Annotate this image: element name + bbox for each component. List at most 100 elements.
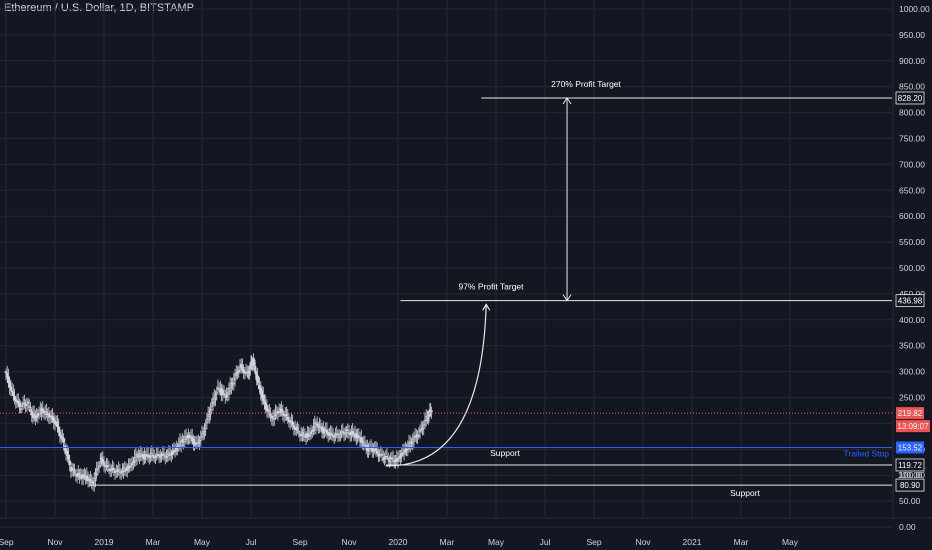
parabolic-arrow-head <box>482 303 491 311</box>
candle-body <box>225 395 228 398</box>
candle-body <box>130 462 134 466</box>
axis-label-sup2-bg <box>895 478 925 492</box>
axis-label-pt1: 436.98 <box>898 297 923 306</box>
x-tick-label: May <box>488 537 505 547</box>
x-tick-label: Mar <box>146 537 161 547</box>
axis-label-stop: 153.52 <box>898 443 923 452</box>
arrow-head-up <box>562 97 572 105</box>
x-tick-label: Nov <box>341 537 357 547</box>
x-tick-label: Nov <box>47 537 63 547</box>
candle-body <box>174 448 178 451</box>
candle-body <box>330 433 334 436</box>
x-tick-label: 2021 <box>683 537 702 547</box>
support-label-2: Support <box>730 488 760 498</box>
axis-label-pt2-bg <box>895 91 925 105</box>
y-tick-label: 1000.00 <box>899 4 930 14</box>
y-tick-label: 250.00 <box>899 393 925 403</box>
trailed-stop-label: Trailed Stop <box>843 448 889 458</box>
candle-body <box>151 454 155 457</box>
x-tick-label: May <box>194 537 211 547</box>
y-tick-label: 900.00 <box>899 56 925 66</box>
candle-body <box>68 460 72 466</box>
axis-label-sup1: 119.72 <box>898 461 922 470</box>
support-label-1: Support <box>490 448 520 458</box>
candle-body <box>399 455 402 459</box>
candle-body <box>430 410 433 412</box>
x-tick-label: 2019 <box>95 537 114 547</box>
candle-body <box>102 462 106 466</box>
candle-body <box>215 392 219 395</box>
candle-body <box>309 431 313 435</box>
candle-body <box>236 371 239 374</box>
candle-body <box>277 410 281 413</box>
candle-body <box>8 381 12 388</box>
candle-body <box>261 394 265 401</box>
axis-label-stop-bg <box>896 441 924 454</box>
candle-body <box>307 434 310 436</box>
candle-body <box>351 430 355 434</box>
y-tick-label: 550.00 <box>899 237 925 247</box>
candle-body <box>129 465 133 468</box>
axis-countdown-bg <box>896 420 930 433</box>
x-tick-label: Mar <box>734 537 749 547</box>
axis-label-misc: 100.00 <box>898 471 923 480</box>
parabolic-curve <box>385 304 487 467</box>
x-tick-label: Jul <box>246 537 257 547</box>
y-tick-label: 300.00 <box>899 367 925 377</box>
x-tick-label: Sep <box>586 537 601 547</box>
candle-body <box>286 416 290 420</box>
candle-body <box>385 456 389 458</box>
candle-body <box>375 450 379 454</box>
candle-body <box>310 430 314 432</box>
candle-body <box>336 433 340 436</box>
y-tick-label: 0.00 <box>899 522 916 532</box>
y-tick-label: 50.00 <box>899 496 921 506</box>
x-tick-label: 2020 <box>389 537 408 547</box>
y-tick-label: 400.00 <box>899 315 925 325</box>
y-tick-label: 800.00 <box>899 108 925 118</box>
candle-body <box>58 431 62 437</box>
profit-target-2-label: 270% Profit Target <box>551 79 621 89</box>
y-tick-label: 850.00 <box>899 82 925 92</box>
candle-body <box>266 409 270 412</box>
candle-body <box>112 468 116 471</box>
candle-body <box>222 393 226 396</box>
candle-body <box>294 427 298 429</box>
candle-body <box>386 458 390 460</box>
candle-body <box>374 447 378 451</box>
candle-body <box>256 381 260 383</box>
candle-body <box>242 369 246 373</box>
candle-body <box>62 438 65 443</box>
candle-body <box>157 454 161 457</box>
y-tick-label: 500.00 <box>899 263 925 273</box>
y-tick-label: 700.00 <box>899 159 925 169</box>
x-tick-label: Mar <box>440 537 455 547</box>
candle-body <box>158 456 162 459</box>
axis-label-current-bg <box>896 407 924 420</box>
y-tick-label: 750.00 <box>899 134 925 144</box>
candle-body <box>263 400 266 404</box>
candle-body <box>56 421 59 427</box>
profit-target-1-label: 97% Profit Target <box>458 282 524 292</box>
candle-body <box>67 454 70 460</box>
axis-label-current: 219.82 <box>898 409 923 418</box>
candle-body <box>400 453 404 456</box>
candle-body <box>241 366 244 371</box>
candle-body <box>237 370 241 373</box>
x-tick-label: Nov <box>635 537 651 547</box>
candle-body <box>29 409 32 412</box>
y-tick-label: 450.00 <box>899 289 925 299</box>
y-tick-label: 950.00 <box>899 30 925 40</box>
candle-body <box>4 371 8 374</box>
x-tick-label: Jul <box>540 537 551 547</box>
y-tick-label: 650.00 <box>899 185 925 195</box>
chart-title: Ethereum / U.S. Dollar, 1D, BITSTAMP <box>4 2 194 14</box>
axis-label-sup1-bg <box>895 458 925 472</box>
candle-body <box>239 364 243 368</box>
candle-body <box>383 457 386 459</box>
x-tick-label: Sep <box>0 537 14 547</box>
candle-body <box>57 426 61 433</box>
candle-body <box>70 467 74 470</box>
x-tick-label: Sep <box>292 537 307 547</box>
